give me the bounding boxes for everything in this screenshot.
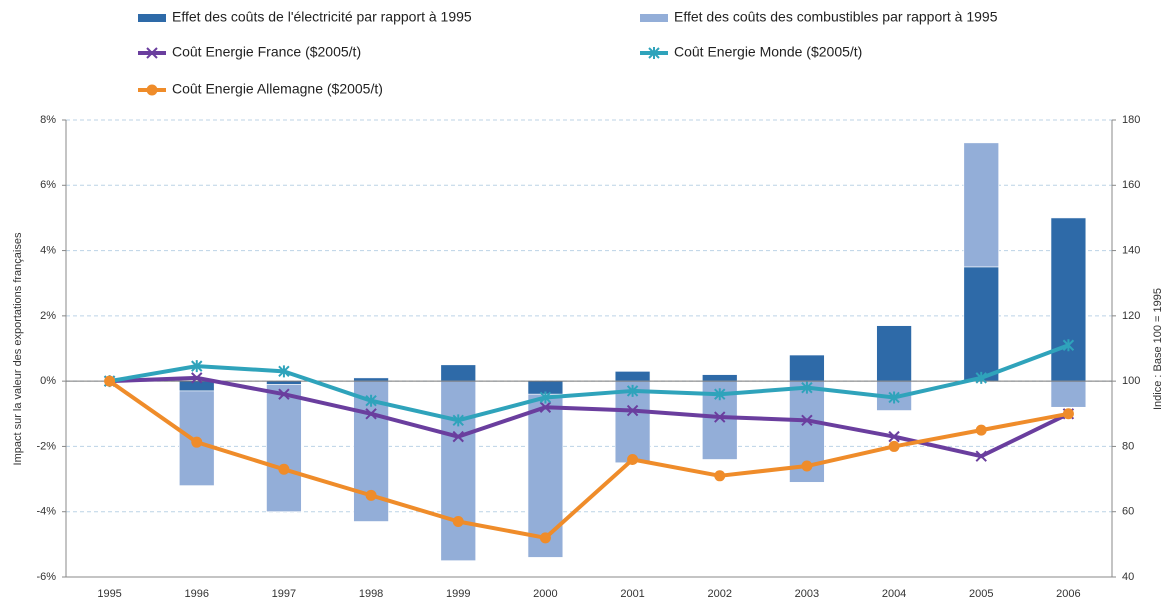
y2-tick-label: 40 bbox=[1122, 571, 1134, 583]
y2-axis-label: Indice : Base 100 = 1995 bbox=[1152, 288, 1164, 410]
marker bbox=[365, 394, 377, 407]
marker bbox=[104, 375, 116, 387]
marker bbox=[452, 516, 464, 528]
marker bbox=[888, 430, 900, 443]
marker bbox=[626, 384, 639, 397]
x-tick-label: 2004 bbox=[882, 588, 906, 600]
y2-tick-label: 80 bbox=[1122, 440, 1134, 452]
x-tick-label: 2000 bbox=[533, 588, 557, 600]
y2-tick-label: 120 bbox=[1122, 310, 1140, 322]
marker bbox=[888, 391, 900, 404]
x-tick-label: 1999 bbox=[446, 588, 470, 600]
bar bbox=[1050, 217, 1087, 382]
marker bbox=[626, 404, 639, 417]
marker bbox=[539, 532, 551, 544]
y2-tick-label: 60 bbox=[1122, 506, 1134, 518]
marker bbox=[975, 450, 987, 462]
legend-swatch bbox=[138, 14, 166, 22]
x-tick-label: 1998 bbox=[359, 588, 383, 600]
y-tick-label: 2% bbox=[40, 310, 56, 322]
y2-tick-label: 140 bbox=[1122, 244, 1140, 256]
x-tick-label: 1997 bbox=[272, 588, 296, 600]
marker bbox=[801, 381, 813, 394]
marker bbox=[714, 388, 726, 401]
y-tick-label: -6% bbox=[36, 571, 56, 583]
marker bbox=[801, 414, 813, 427]
marker bbox=[191, 436, 203, 448]
y-tick-label: -4% bbox=[36, 506, 56, 518]
legend-marker bbox=[648, 47, 660, 59]
marker bbox=[365, 489, 377, 501]
bar bbox=[440, 380, 476, 561]
marker bbox=[278, 365, 290, 378]
y-tick-label: 8% bbox=[40, 114, 56, 126]
bar bbox=[527, 393, 564, 558]
y2-tick-label: 100 bbox=[1122, 375, 1140, 387]
marker bbox=[278, 388, 290, 400]
x-tick-label: 2005 bbox=[969, 588, 993, 600]
marker bbox=[888, 440, 900, 452]
line bbox=[108, 379, 1069, 540]
legend-label: Effet des coûts de l'électricité par rap… bbox=[172, 9, 472, 25]
marker bbox=[539, 391, 552, 404]
x-tick-label: 2003 bbox=[795, 588, 819, 600]
marker bbox=[278, 463, 290, 475]
marker bbox=[1062, 408, 1074, 420]
marker bbox=[539, 401, 552, 413]
marker bbox=[191, 372, 203, 384]
legend-swatch bbox=[640, 14, 668, 22]
x-tick-label: 1995 bbox=[97, 588, 121, 600]
x-tick-label: 2001 bbox=[620, 588, 644, 600]
y2-tick-label: 160 bbox=[1122, 179, 1140, 191]
bar bbox=[876, 325, 912, 382]
x-tick-label: 1996 bbox=[185, 588, 209, 600]
marker bbox=[452, 430, 464, 443]
y-tick-label: -2% bbox=[36, 440, 56, 452]
marker bbox=[714, 470, 726, 482]
y-tick-label: 4% bbox=[40, 244, 56, 256]
x-tick-label: 2006 bbox=[1056, 588, 1080, 600]
legend-label: Coût Energie France ($2005/t) bbox=[172, 44, 361, 60]
marker bbox=[714, 411, 726, 423]
bar bbox=[179, 380, 215, 392]
marker bbox=[191, 360, 203, 373]
legend-marker bbox=[146, 47, 158, 59]
y-tick-label: 6% bbox=[40, 179, 56, 191]
bar bbox=[1050, 380, 1087, 408]
bar bbox=[789, 354, 825, 382]
y-axis-label: Impact sur la valeur des exportations fr… bbox=[12, 232, 24, 465]
marker bbox=[627, 453, 639, 465]
legend-label: Coût Energie Allemagne ($2005/t) bbox=[172, 81, 383, 97]
legend-label: Effet des coûts des combustibles par rap… bbox=[674, 9, 998, 25]
bar bbox=[614, 371, 651, 382]
legend-label: Coût Energie Monde ($2005/t) bbox=[674, 44, 862, 60]
x-tick-label: 2002 bbox=[708, 588, 732, 600]
marker bbox=[975, 424, 987, 436]
marker bbox=[975, 371, 987, 384]
y2-tick-label: 180 bbox=[1122, 114, 1140, 126]
line bbox=[109, 375, 1070, 459]
marker bbox=[365, 408, 377, 420]
marker bbox=[1062, 339, 1075, 352]
bar bbox=[963, 142, 999, 268]
bar bbox=[963, 266, 999, 382]
bar bbox=[440, 364, 476, 382]
marker bbox=[801, 460, 813, 472]
y-tick-label: 0% bbox=[40, 375, 56, 387]
bar bbox=[702, 374, 738, 382]
legend-marker bbox=[146, 84, 158, 96]
line bbox=[109, 343, 1070, 423]
marker bbox=[452, 414, 464, 427]
bar bbox=[266, 384, 302, 513]
